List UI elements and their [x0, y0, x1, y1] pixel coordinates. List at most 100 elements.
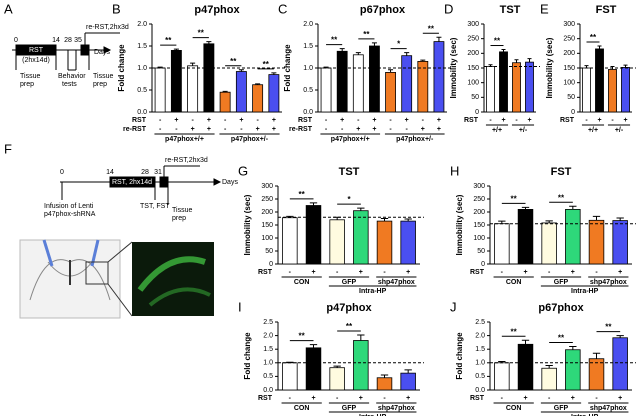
bar [608, 69, 617, 113]
bar [353, 340, 369, 391]
group-label: +/- [519, 127, 528, 134]
y-axis-label: Immobility (sec) [243, 194, 252, 255]
row-value: - [611, 117, 614, 124]
significance: ** [428, 24, 435, 33]
bar [282, 217, 298, 265]
group-label: p47phox+/+ [331, 136, 370, 143]
row-value: + [340, 117, 344, 124]
error-bar [271, 72, 277, 75]
row-value: + [311, 269, 315, 276]
bar [517, 208, 534, 265]
y-tick-label: 2.5 [263, 319, 273, 326]
row-value: + [571, 269, 575, 276]
panel-label: G [238, 163, 248, 178]
y-axis-label: Immobility (sec) [545, 37, 554, 98]
y-tick-label: 1.0 [475, 360, 485, 367]
panel-label: C [278, 1, 287, 16]
group-label: shp47phox [590, 279, 627, 286]
y-tick-label: 300 [563, 21, 575, 28]
error-bar [157, 66, 163, 68]
y-tick-label: 200 [563, 50, 575, 57]
row-value: + [618, 395, 622, 402]
bar [305, 347, 322, 391]
y-tick-label: 250 [563, 36, 575, 43]
panel-label: H [450, 163, 459, 178]
error-bar [206, 41, 212, 44]
row-value: + [437, 126, 441, 133]
y-tick-label: 1.5 [263, 346, 273, 353]
y-axis-label: Fold change [455, 332, 464, 380]
y-tick-label: 200 [473, 209, 485, 216]
row-value: + [406, 269, 410, 276]
arrow [42, 239, 54, 267]
y-tick-label: 100 [467, 80, 479, 87]
y-tick-label: 1.0 [263, 360, 273, 367]
bar [376, 377, 393, 391]
error-bar [545, 365, 553, 369]
bar [541, 367, 557, 391]
bar [352, 54, 364, 113]
row-value: - [515, 117, 518, 124]
row-value: + [523, 395, 527, 402]
timeline-a: A [4, 1, 120, 71]
bar [305, 205, 322, 265]
error-bar [339, 48, 345, 52]
panel-label: B [112, 1, 121, 16]
day: 0 [14, 37, 18, 44]
error-bar [371, 42, 377, 46]
error-bar [623, 64, 628, 68]
row-label: RST [470, 269, 485, 276]
bar [565, 208, 581, 265]
significance: ** [299, 190, 306, 199]
tissue-prep: prep [172, 215, 186, 222]
tissue-prep: Tissue [93, 73, 113, 80]
bar [252, 84, 264, 113]
row-value: - [501, 395, 504, 402]
y-tick-label: 50 [567, 94, 575, 101]
row-value: - [341, 126, 344, 133]
tests: TST, FST [140, 203, 170, 210]
bar [187, 65, 199, 113]
row-value: - [325, 126, 328, 133]
row-value: - [240, 126, 243, 133]
error-bar [357, 334, 365, 341]
group-label: shp47phox [378, 279, 415, 286]
zoom-box [85, 261, 109, 285]
bar [170, 50, 182, 113]
y-tick-label: 1.0 [137, 65, 147, 72]
row-label: RST [258, 269, 273, 276]
significance: ** [299, 332, 306, 341]
timeline-f: F [4, 141, 222, 205]
row-label: re-RST [123, 126, 147, 133]
re-rst: re-RST,2hx3d [86, 24, 129, 31]
row-value: + [356, 126, 360, 133]
timeline-f-text: 0 14 28 31 RST, 2hx14d Days re-RST,2hx3d… [44, 157, 238, 222]
error-bar [404, 369, 412, 374]
y-tick-label: 2.0 [475, 332, 485, 339]
box-label: RST [29, 47, 44, 54]
significance: ** [165, 36, 172, 45]
y-tick-label: 0 [475, 109, 479, 116]
significance: ** [198, 29, 205, 38]
error-bar [355, 52, 361, 55]
zoom-line [107, 283, 133, 317]
row-value: - [289, 269, 292, 276]
y-tick-label: 150 [467, 65, 479, 72]
row-value: + [174, 117, 178, 124]
row-value: - [489, 117, 492, 124]
row-label: RST [560, 117, 575, 124]
bar [376, 220, 393, 265]
row-value: - [256, 117, 259, 124]
day: 31 [154, 169, 162, 176]
bar [417, 61, 429, 113]
bar [433, 41, 445, 113]
row-label: RST [470, 395, 485, 402]
re-rst-box [80, 44, 90, 56]
zoom-line [107, 241, 133, 263]
row-value: + [359, 269, 363, 276]
group-label: shp47phox [590, 405, 627, 412]
behavior: tests [62, 81, 77, 88]
error-bar [404, 52, 410, 56]
